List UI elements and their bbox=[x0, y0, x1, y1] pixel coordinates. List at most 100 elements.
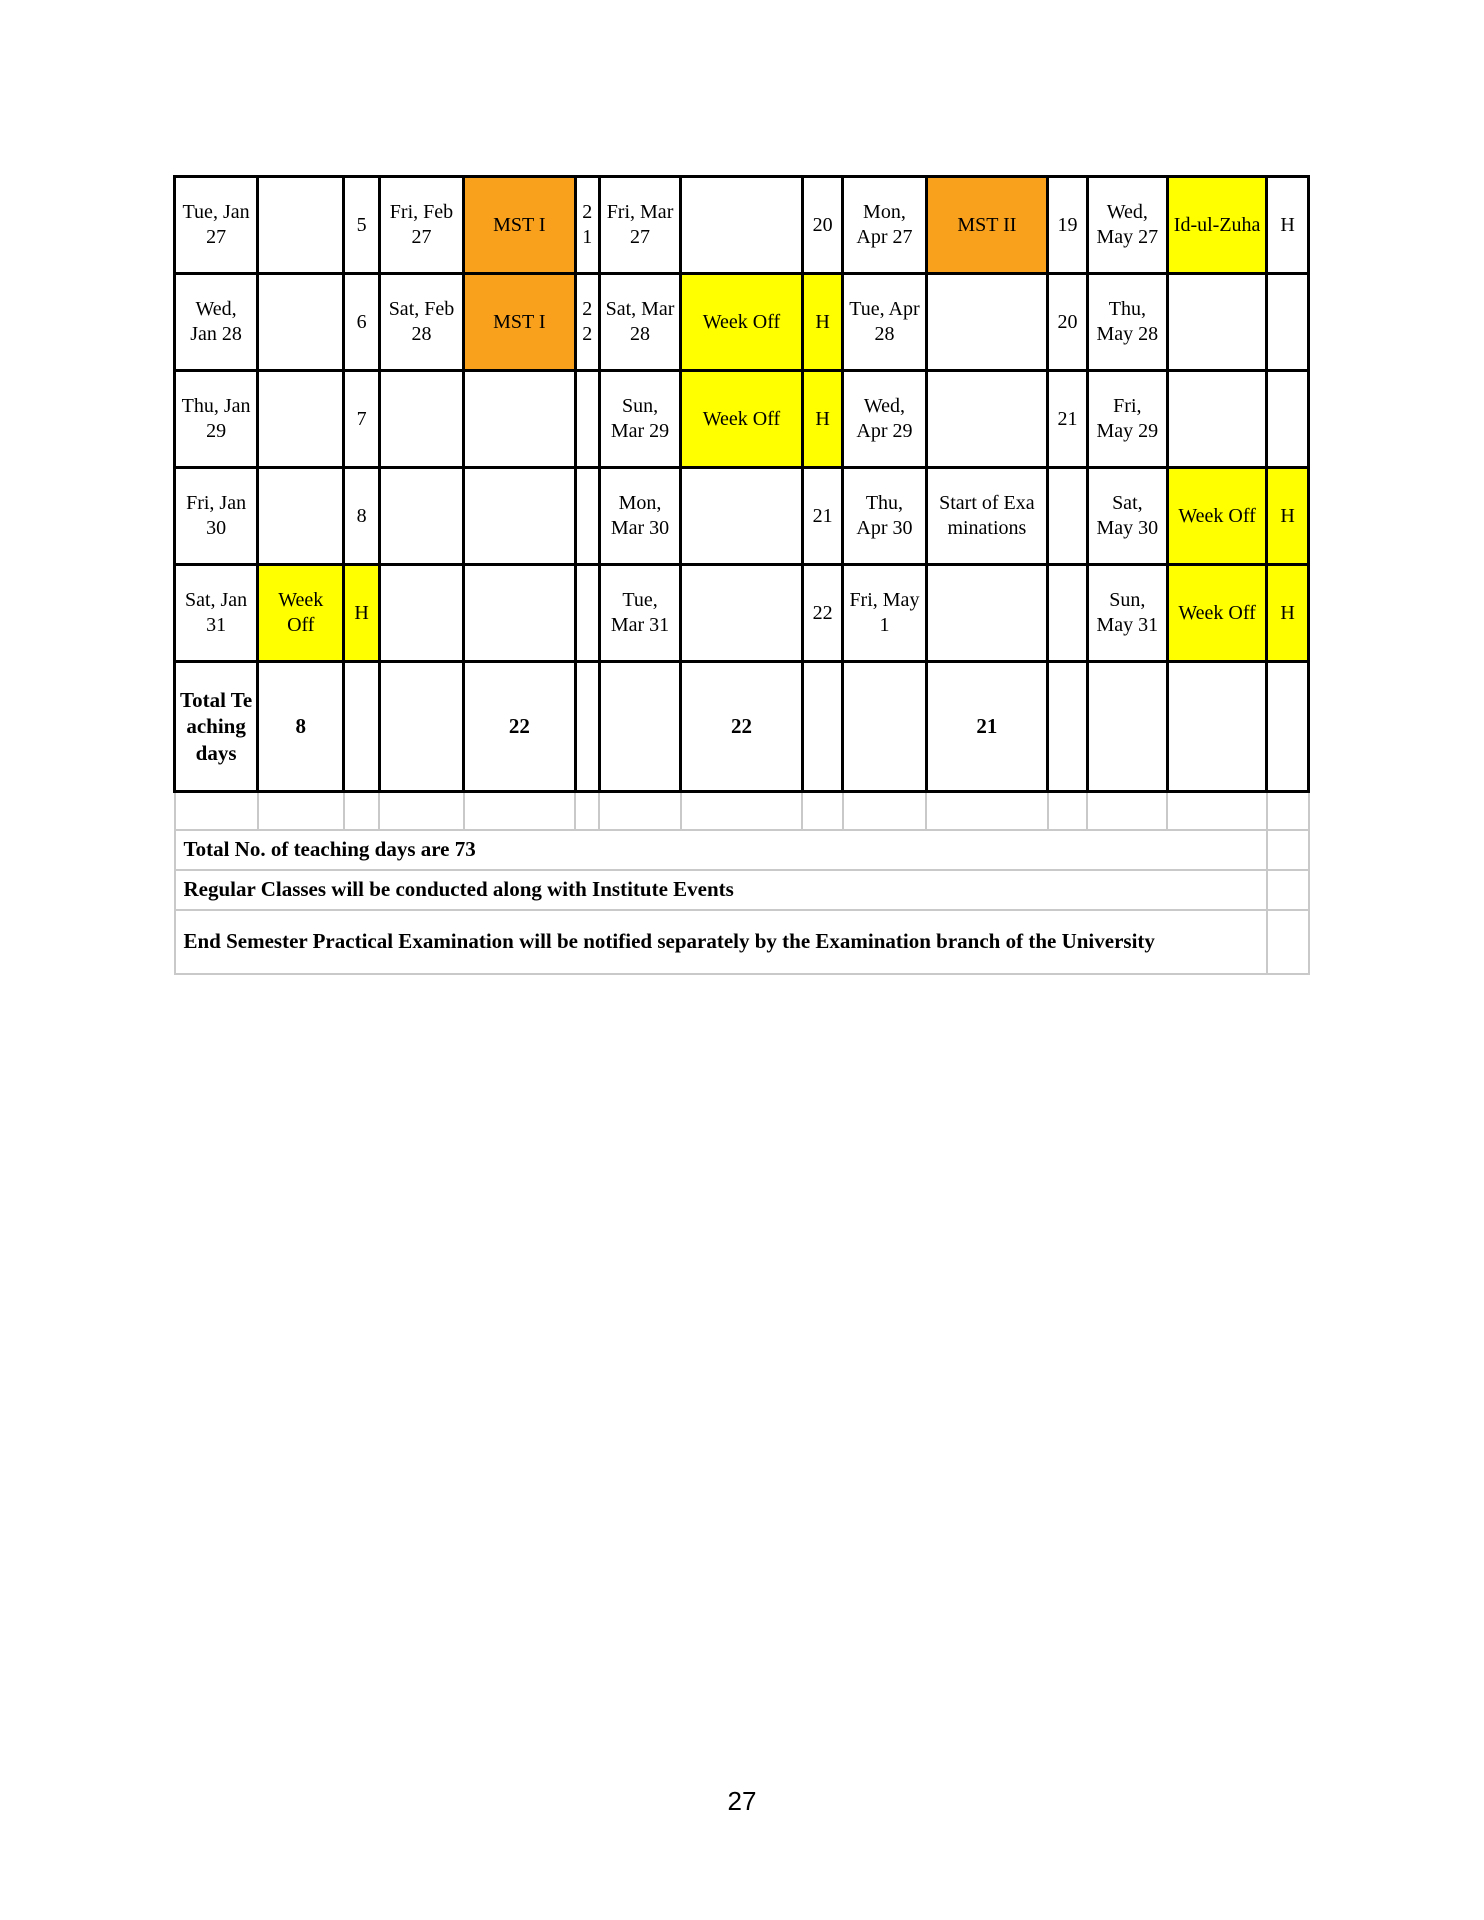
calendar-row: Fri, Jan 30 8 Mon, Mar 30 21 Thu, Apr 30… bbox=[172, 466, 1310, 566]
count-cell: 5 bbox=[342, 175, 381, 275]
date-cell bbox=[377, 563, 466, 663]
date-cell: Sat, Mar 28 bbox=[597, 272, 683, 372]
academic-calendar-table: Tue, Jan 27 5 Fri, Feb 27 MST I 21 Fri, … bbox=[172, 175, 1310, 975]
event-cell bbox=[679, 563, 804, 663]
calendar-row: Wed, Jan 28 6 Sat, Feb 28 MST I 22 Sat, … bbox=[172, 272, 1310, 372]
spacer-cell bbox=[1046, 790, 1089, 831]
count-cell: 22 bbox=[800, 563, 845, 663]
event-cell bbox=[256, 466, 346, 566]
holiday-marker-cell: H bbox=[800, 272, 845, 372]
note-row: End Semester Practical Examination will … bbox=[173, 908, 1310, 975]
date-cell bbox=[377, 369, 466, 469]
date-cell bbox=[377, 466, 466, 566]
spacer-cell bbox=[378, 790, 465, 831]
page-number: 27 bbox=[727, 1786, 757, 1816]
totals-value-cell: 21 bbox=[924, 660, 1050, 793]
totals-value-cell: 22 bbox=[462, 660, 577, 793]
date-cell: Fri, Mar 27 bbox=[597, 175, 683, 275]
note-cell: End Semester Practical Examination will … bbox=[173, 908, 1268, 975]
holiday-cell: Id-ul-Zuha bbox=[1165, 175, 1269, 275]
event-cell bbox=[462, 466, 577, 566]
week-off-cell: Week Off bbox=[679, 272, 804, 372]
date-cell: Fri, Jan 30 bbox=[172, 466, 260, 566]
count-cell bbox=[1046, 563, 1089, 663]
academic-calendar-sheet: Tue, Jan 27 5 Fri, Feb 27 MST I 21 Fri, … bbox=[172, 175, 1310, 975]
spacer-cell bbox=[1265, 790, 1310, 831]
week-off-cell: Week Off bbox=[1165, 466, 1269, 566]
totals-cell bbox=[342, 660, 381, 793]
holiday-marker-cell: H bbox=[1265, 466, 1310, 566]
date-cell: Sat, May 30 bbox=[1085, 466, 1169, 566]
date-cell: Mon, Apr 27 bbox=[841, 175, 928, 275]
week-off-cell: Week Off bbox=[1165, 563, 1269, 663]
count-cell: 8 bbox=[342, 466, 381, 566]
count-cell: 19 bbox=[1046, 175, 1089, 275]
event-cell bbox=[256, 175, 346, 275]
date-cell: Thu, May 28 bbox=[1085, 272, 1169, 372]
holiday-marker-cell: H bbox=[342, 563, 381, 663]
event-cell bbox=[679, 466, 804, 566]
totals-cell bbox=[573, 660, 601, 793]
event-cell bbox=[924, 272, 1050, 372]
totals-value-cell: 22 bbox=[679, 660, 804, 793]
note-tail-cell bbox=[1265, 828, 1310, 871]
totals-cell bbox=[1085, 660, 1169, 793]
date-cell: Sun, May 31 bbox=[1085, 563, 1169, 663]
date-cell: Thu, Apr 30 bbox=[841, 466, 928, 566]
calendar-row: Sat, Jan 31 Week Off H Tue, Mar 31 22 Fr… bbox=[172, 563, 1310, 663]
holiday-marker-cell: H bbox=[1265, 563, 1310, 663]
totals-value-cell: 8 bbox=[256, 660, 346, 793]
date-cell: Thu, Jan 29 bbox=[172, 369, 260, 469]
mst-exam-cell: MST I bbox=[462, 272, 577, 372]
count-cell bbox=[1046, 466, 1089, 566]
date-cell: Mon, Mar 30 bbox=[597, 466, 683, 566]
date-cell: Wed, Apr 29 bbox=[841, 369, 928, 469]
count-cell: 6 bbox=[342, 272, 381, 372]
spacer-cell bbox=[1166, 790, 1268, 831]
date-cell: Wed, Jan 28 bbox=[172, 272, 260, 372]
event-cell bbox=[256, 369, 346, 469]
count-cell: 7 bbox=[342, 369, 381, 469]
date-cell: Fri, Feb 27 bbox=[377, 175, 466, 275]
date-cell: Sun, Mar 29 bbox=[597, 369, 683, 469]
calendar-row: Thu, Jan 29 7 Sun, Mar 29 Week Off H Wed… bbox=[172, 369, 1310, 469]
date-cell: Wed, May 27 bbox=[1085, 175, 1169, 275]
spacer-cell bbox=[256, 790, 345, 831]
note-row: Regular Classes will be conducted along … bbox=[173, 868, 1310, 911]
spacer-cell bbox=[925, 790, 1049, 831]
holiday-marker-cell: H bbox=[1265, 175, 1310, 275]
mst-exam-cell: MST II bbox=[924, 175, 1050, 275]
event-cell bbox=[924, 369, 1050, 469]
spacer-cell bbox=[801, 790, 844, 831]
count-cell: 20 bbox=[1046, 272, 1089, 372]
count-cell bbox=[1265, 369, 1310, 469]
spacer-cell bbox=[342, 790, 381, 831]
count-cell: 21 bbox=[1046, 369, 1089, 469]
spacer-cell bbox=[841, 790, 928, 831]
spacer-cell bbox=[1086, 790, 1169, 831]
event-cell bbox=[1165, 272, 1269, 372]
date-cell: Tue, Jan 27 bbox=[172, 175, 260, 275]
count-cell: 22 bbox=[573, 272, 601, 372]
totals-cell bbox=[1046, 660, 1089, 793]
event-cell bbox=[462, 369, 577, 469]
count-cell bbox=[573, 563, 601, 663]
totals-cell bbox=[800, 660, 845, 793]
week-off-cell: Week Off bbox=[679, 369, 804, 469]
count-cell bbox=[573, 369, 601, 469]
totals-label-cell: Total Teaching days bbox=[172, 660, 260, 793]
event-cell bbox=[924, 563, 1050, 663]
spacer-cell bbox=[574, 790, 601, 831]
count-cell: 21 bbox=[573, 175, 601, 275]
exam-start-cell: Start of Examinations bbox=[924, 466, 1050, 566]
totals-cell bbox=[377, 660, 466, 793]
note-cell: Total No. of teaching days are 73 bbox=[173, 828, 1268, 871]
note-cell: Regular Classes will be conducted along … bbox=[173, 868, 1268, 911]
totals-cell bbox=[1165, 660, 1269, 793]
mst-exam-cell: MST I bbox=[462, 175, 577, 275]
date-cell: Tue, Mar 31 bbox=[597, 563, 683, 663]
totals-row: Total Teaching days 8 22 22 21 bbox=[172, 660, 1310, 793]
spacer-cell bbox=[173, 790, 259, 831]
event-cell bbox=[256, 272, 346, 372]
spacer-cell bbox=[598, 790, 682, 831]
